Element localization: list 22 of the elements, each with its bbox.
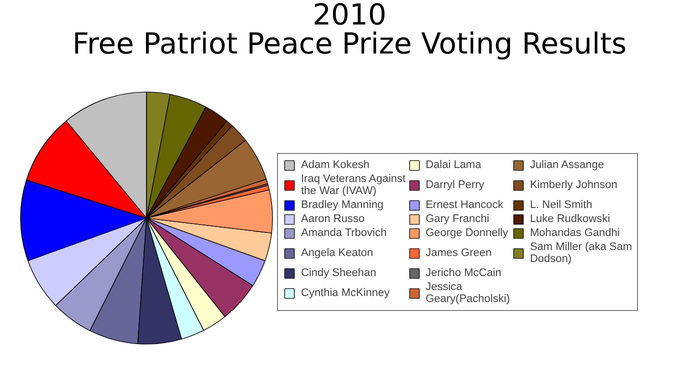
legend-label: L. Neil Smith — [530, 199, 592, 211]
legend-label: Dalai Lama — [426, 159, 482, 171]
legend-label: Darryl Perry — [426, 179, 484, 191]
legend-label: Mohandas Gandhi — [530, 227, 620, 239]
legend-label: Cindy Sheehan — [301, 267, 376, 279]
legend-label: Amanda Trbovich — [301, 227, 387, 239]
legend-label: Angela Keaton — [301, 247, 374, 259]
legend-label: James Green — [426, 247, 492, 259]
legend-label: Aaron Russo — [301, 213, 365, 225]
legend-label: Kimberly Johnson — [530, 179, 618, 191]
legend-label: Bradley Manning — [301, 199, 384, 211]
legend-label: Iraq Veterans Against the War (IVAW) — [301, 173, 406, 197]
legend-label: Jericho McCain — [426, 267, 502, 279]
legend-label: Adam Kokesh — [301, 159, 370, 171]
legend-label: George Donnelly — [426, 227, 508, 239]
legend-label: Jessica Geary(Pacholski) — [426, 281, 510, 305]
legend-label: Luke Rudkowski — [530, 213, 610, 225]
legend-label: Ernest Hancock — [426, 199, 504, 211]
legend-label: Sam Miller (aka Sam Dodson) — [530, 241, 632, 265]
legend-label: Julian Assange — [530, 159, 604, 171]
legend-label: Gary Franchi — [426, 213, 490, 225]
legend-label: Cynthia McKinney — [301, 287, 390, 299]
